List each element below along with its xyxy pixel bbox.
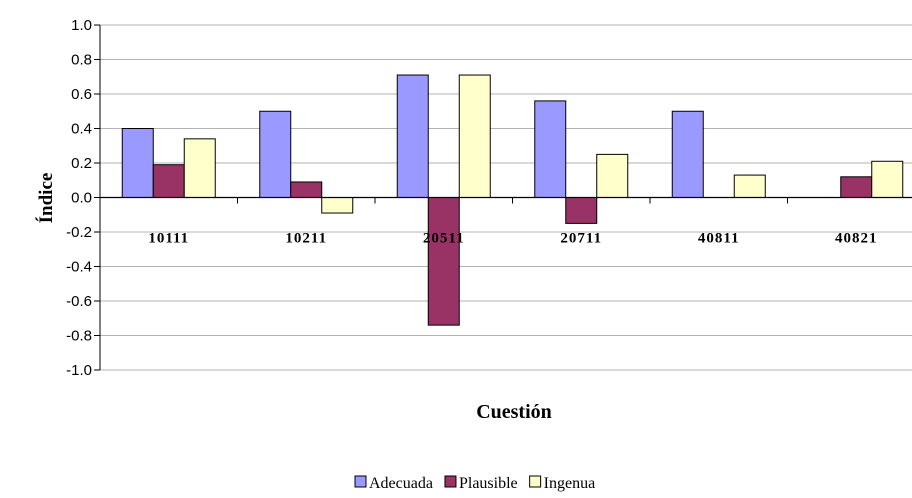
bar-adecuada-20711 xyxy=(535,101,566,198)
bar-ingenua-20711 xyxy=(597,154,628,197)
bar-ingenua-10111 xyxy=(184,139,215,198)
bar-ingenua-10211 xyxy=(322,198,353,214)
y-tick-label: 0.6 xyxy=(71,86,92,103)
axes xyxy=(94,25,912,370)
category-label: 20511 xyxy=(423,231,465,247)
y-axis-title: Índice xyxy=(35,173,57,224)
bar-adecuada-10111 xyxy=(122,129,153,198)
legend-label: Ingenua xyxy=(544,475,596,492)
y-tick-labels: 1.0 0.8 0.6 0.4 0.2 0.0 -0.2 -0.4 -0.6 -0.8 -1.0 xyxy=(66,17,92,379)
legend-swatch xyxy=(445,476,456,487)
category-label: 20711 xyxy=(560,231,602,247)
bar-plausible-10211 xyxy=(291,182,322,198)
legend-label: Adecuada xyxy=(369,475,433,492)
category-label: 40821 xyxy=(835,231,878,247)
y-tick-label: 1.0 xyxy=(71,17,92,34)
legend-label: Plausible xyxy=(459,475,518,492)
bar-ingenua-40821 xyxy=(872,161,903,197)
y-tick-label: -1.0 xyxy=(66,362,92,379)
y-tick-label: -0.4 xyxy=(66,259,92,276)
bar-adecuada-10211 xyxy=(260,111,291,197)
legend-swatch xyxy=(355,476,366,487)
bar-adecuada-40811 xyxy=(672,111,703,197)
bar-plausible-20511 xyxy=(428,198,459,326)
bar-plausible-20711 xyxy=(566,198,597,224)
bar-adecuada-20511 xyxy=(397,75,428,197)
legend: Adecuada Plausible Ingenua xyxy=(355,475,595,492)
y-tick-label: -0.2 xyxy=(66,224,92,241)
category-label: 10211 xyxy=(285,231,327,247)
y-tick-label: 0.2 xyxy=(71,155,92,172)
bar-ingenua-40811 xyxy=(734,175,765,197)
y-tick-label: 0.4 xyxy=(71,121,92,138)
legend-swatch xyxy=(530,476,541,487)
x-axis-title: Cuestión xyxy=(476,401,552,423)
category-label: 10111 xyxy=(148,231,189,247)
y-tick-label: 0.0 xyxy=(71,190,92,207)
bar-plausible-10111 xyxy=(153,165,184,198)
bar-ingenua-20511 xyxy=(459,75,490,197)
y-tick-label: -0.6 xyxy=(66,293,92,310)
y-tick-label: -0.8 xyxy=(66,328,92,345)
y-tick-label: 0.8 xyxy=(71,52,92,69)
bar-plausible-40821 xyxy=(841,177,872,198)
category-labels: 10111 10211 20511 20711 40811 40821 xyxy=(148,231,877,247)
category-label: 40811 xyxy=(698,231,740,247)
